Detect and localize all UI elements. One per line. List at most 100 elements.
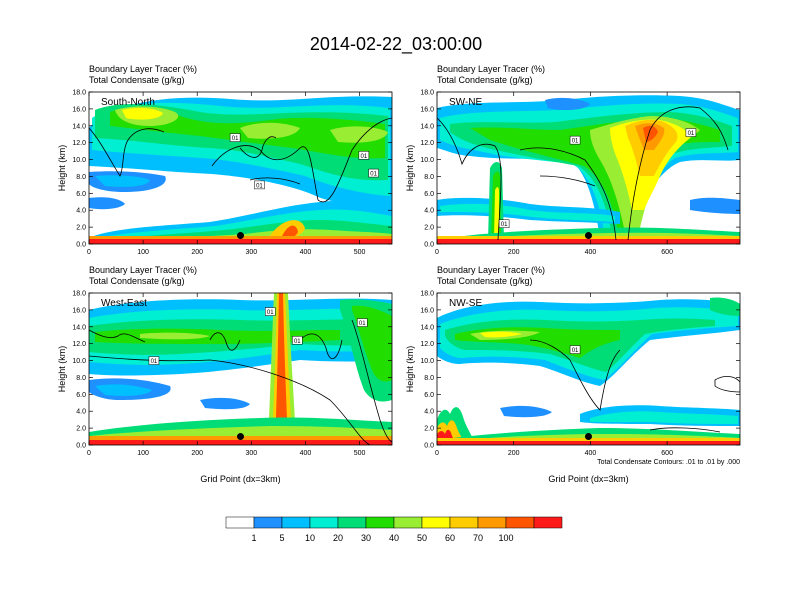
colorbar-swatch bbox=[365, 516, 395, 529]
x-tick-label: 0 bbox=[435, 249, 439, 256]
panel-label: SW-NE bbox=[449, 97, 482, 108]
y-tick-label: 10.0 bbox=[72, 358, 86, 365]
panel-field-label-1: Boundary Layer Tracer (%) bbox=[89, 64, 197, 74]
panel-label: West-East bbox=[101, 298, 147, 309]
colorbar-label: 5 bbox=[279, 533, 284, 543]
y-tick-label: 0.0 bbox=[76, 242, 86, 249]
y-tick-label: 16.0 bbox=[420, 307, 434, 314]
contour-label: 01 bbox=[265, 307, 276, 316]
y-tick-label: 0.0 bbox=[424, 443, 434, 450]
colorbar-swatch bbox=[281, 516, 311, 529]
y-tick-label: 4.0 bbox=[424, 208, 434, 215]
colorbar-label: 20 bbox=[333, 533, 343, 543]
svg-text:01: 01 bbox=[294, 339, 301, 345]
y-tick-label: 10.0 bbox=[420, 358, 434, 365]
field-shading bbox=[89, 92, 392, 244]
y-tick-label: 18.0 bbox=[420, 90, 434, 97]
x-tick-label: 400 bbox=[585, 450, 597, 457]
colorbar-swatch bbox=[253, 516, 283, 529]
field-shading bbox=[437, 293, 740, 445]
colorbar-label: 100 bbox=[498, 533, 513, 543]
y-tick-label: 12.0 bbox=[420, 140, 434, 147]
colorbar-label: 50 bbox=[417, 533, 427, 543]
y-tick-label: 12.0 bbox=[420, 341, 434, 348]
y-tick-label: 6.0 bbox=[424, 191, 434, 198]
x-tick-label: 400 bbox=[300, 249, 312, 256]
y-tick-label: 4.0 bbox=[76, 409, 86, 416]
colorbar-swatch bbox=[421, 516, 451, 529]
y-tick-label: 18.0 bbox=[420, 291, 434, 298]
colorbar-swatch bbox=[477, 516, 507, 529]
contour-label: 01 bbox=[569, 345, 581, 354]
y-axis-label: Height (km) bbox=[405, 346, 415, 393]
colorbar-label: 40 bbox=[389, 533, 399, 543]
x-tick-label: 400 bbox=[585, 249, 597, 256]
svg-text:01: 01 bbox=[572, 139, 579, 145]
x-tick-label: 500 bbox=[354, 450, 366, 457]
colorbar-swatch bbox=[309, 516, 339, 529]
contour-label: 01 bbox=[148, 356, 160, 365]
panel-field-label-1: Boundary Layer Tracer (%) bbox=[437, 265, 545, 275]
x-tick-label: 100 bbox=[137, 249, 149, 256]
svg-text:01: 01 bbox=[572, 348, 579, 354]
contour-label: 01 bbox=[292, 336, 303, 345]
y-tick-label: 2.0 bbox=[424, 225, 434, 232]
svg-text:01: 01 bbox=[361, 154, 368, 160]
x-tick-label: 600 bbox=[661, 450, 673, 457]
field-shading bbox=[437, 92, 740, 244]
y-tick-label: 18.0 bbox=[72, 90, 86, 97]
y-tick-label: 0.0 bbox=[424, 242, 434, 249]
y-tick-label: 10.0 bbox=[420, 157, 434, 164]
colorbar-swatch bbox=[449, 516, 479, 529]
panel-south-north: Boundary Layer Tracer (%) Total Condensa… bbox=[57, 64, 393, 256]
y-tick-label: 8.0 bbox=[424, 375, 434, 382]
svg-text:01: 01 bbox=[688, 131, 695, 137]
y-tick-label: 6.0 bbox=[76, 191, 86, 198]
y-tick-label: 16.0 bbox=[72, 106, 86, 113]
colorbar-label: 60 bbox=[445, 533, 455, 543]
x-tick-label: 200 bbox=[508, 249, 520, 256]
colorbar-swatch bbox=[505, 516, 535, 529]
panel-field-label-2: Total Condensate (g/kg) bbox=[89, 75, 185, 85]
svg-text:01: 01 bbox=[267, 310, 274, 316]
y-tick-label: 6.0 bbox=[76, 392, 86, 399]
y-tick-label: 16.0 bbox=[72, 307, 86, 314]
y-tick-label: 4.0 bbox=[76, 208, 86, 215]
y-tick-label: 12.0 bbox=[72, 341, 86, 348]
location-marker bbox=[237, 433, 244, 441]
y-tick-label: 10.0 bbox=[72, 157, 86, 164]
x-tick-label: 600 bbox=[661, 249, 673, 256]
x-tick-label: 500 bbox=[354, 249, 366, 256]
svg-text:01: 01 bbox=[370, 172, 377, 178]
x-tick-label: 300 bbox=[245, 249, 257, 256]
location-marker bbox=[585, 232, 592, 240]
y-axis-label: Height (km) bbox=[405, 145, 415, 192]
x-tick-label: 200 bbox=[508, 450, 520, 457]
x-tick-label: 100 bbox=[137, 450, 149, 457]
contour-label: 01 bbox=[498, 219, 510, 228]
location-marker bbox=[237, 232, 244, 240]
panel-field-label-2: Total Condensate (g/kg) bbox=[437, 276, 533, 286]
y-tick-label: 8.0 bbox=[76, 375, 86, 382]
panel-label: South-North bbox=[101, 97, 155, 108]
x-tick-label: 400 bbox=[300, 450, 312, 457]
y-tick-label: 14.0 bbox=[72, 324, 86, 331]
location-marker bbox=[585, 433, 592, 441]
svg-text:01: 01 bbox=[232, 136, 239, 142]
colorbar-label: 1 bbox=[251, 533, 256, 543]
y-tick-label: 8.0 bbox=[76, 174, 86, 181]
panel-field-label-2: Total Condensate (g/kg) bbox=[437, 75, 533, 85]
colorbar-label: 30 bbox=[361, 533, 371, 543]
panel-label: NW-SE bbox=[449, 298, 482, 309]
y-tick-label: 2.0 bbox=[76, 225, 86, 232]
y-tick-label: 12.0 bbox=[72, 140, 86, 147]
y-tick-label: 8.0 bbox=[424, 174, 434, 181]
svg-text:01: 01 bbox=[359, 321, 366, 327]
y-tick-label: 14.0 bbox=[72, 123, 86, 130]
panel-sw-ne: Boundary Layer Tracer (%) Total Condensa… bbox=[405, 64, 741, 256]
svg-text:01: 01 bbox=[256, 183, 263, 189]
x-tick-label: 0 bbox=[87, 249, 91, 256]
contour-label: 01 bbox=[358, 151, 370, 160]
contour-label: 01 bbox=[569, 135, 581, 145]
colorbar: 1 5 10 20 30 40 50 60 70 100 bbox=[225, 516, 563, 543]
